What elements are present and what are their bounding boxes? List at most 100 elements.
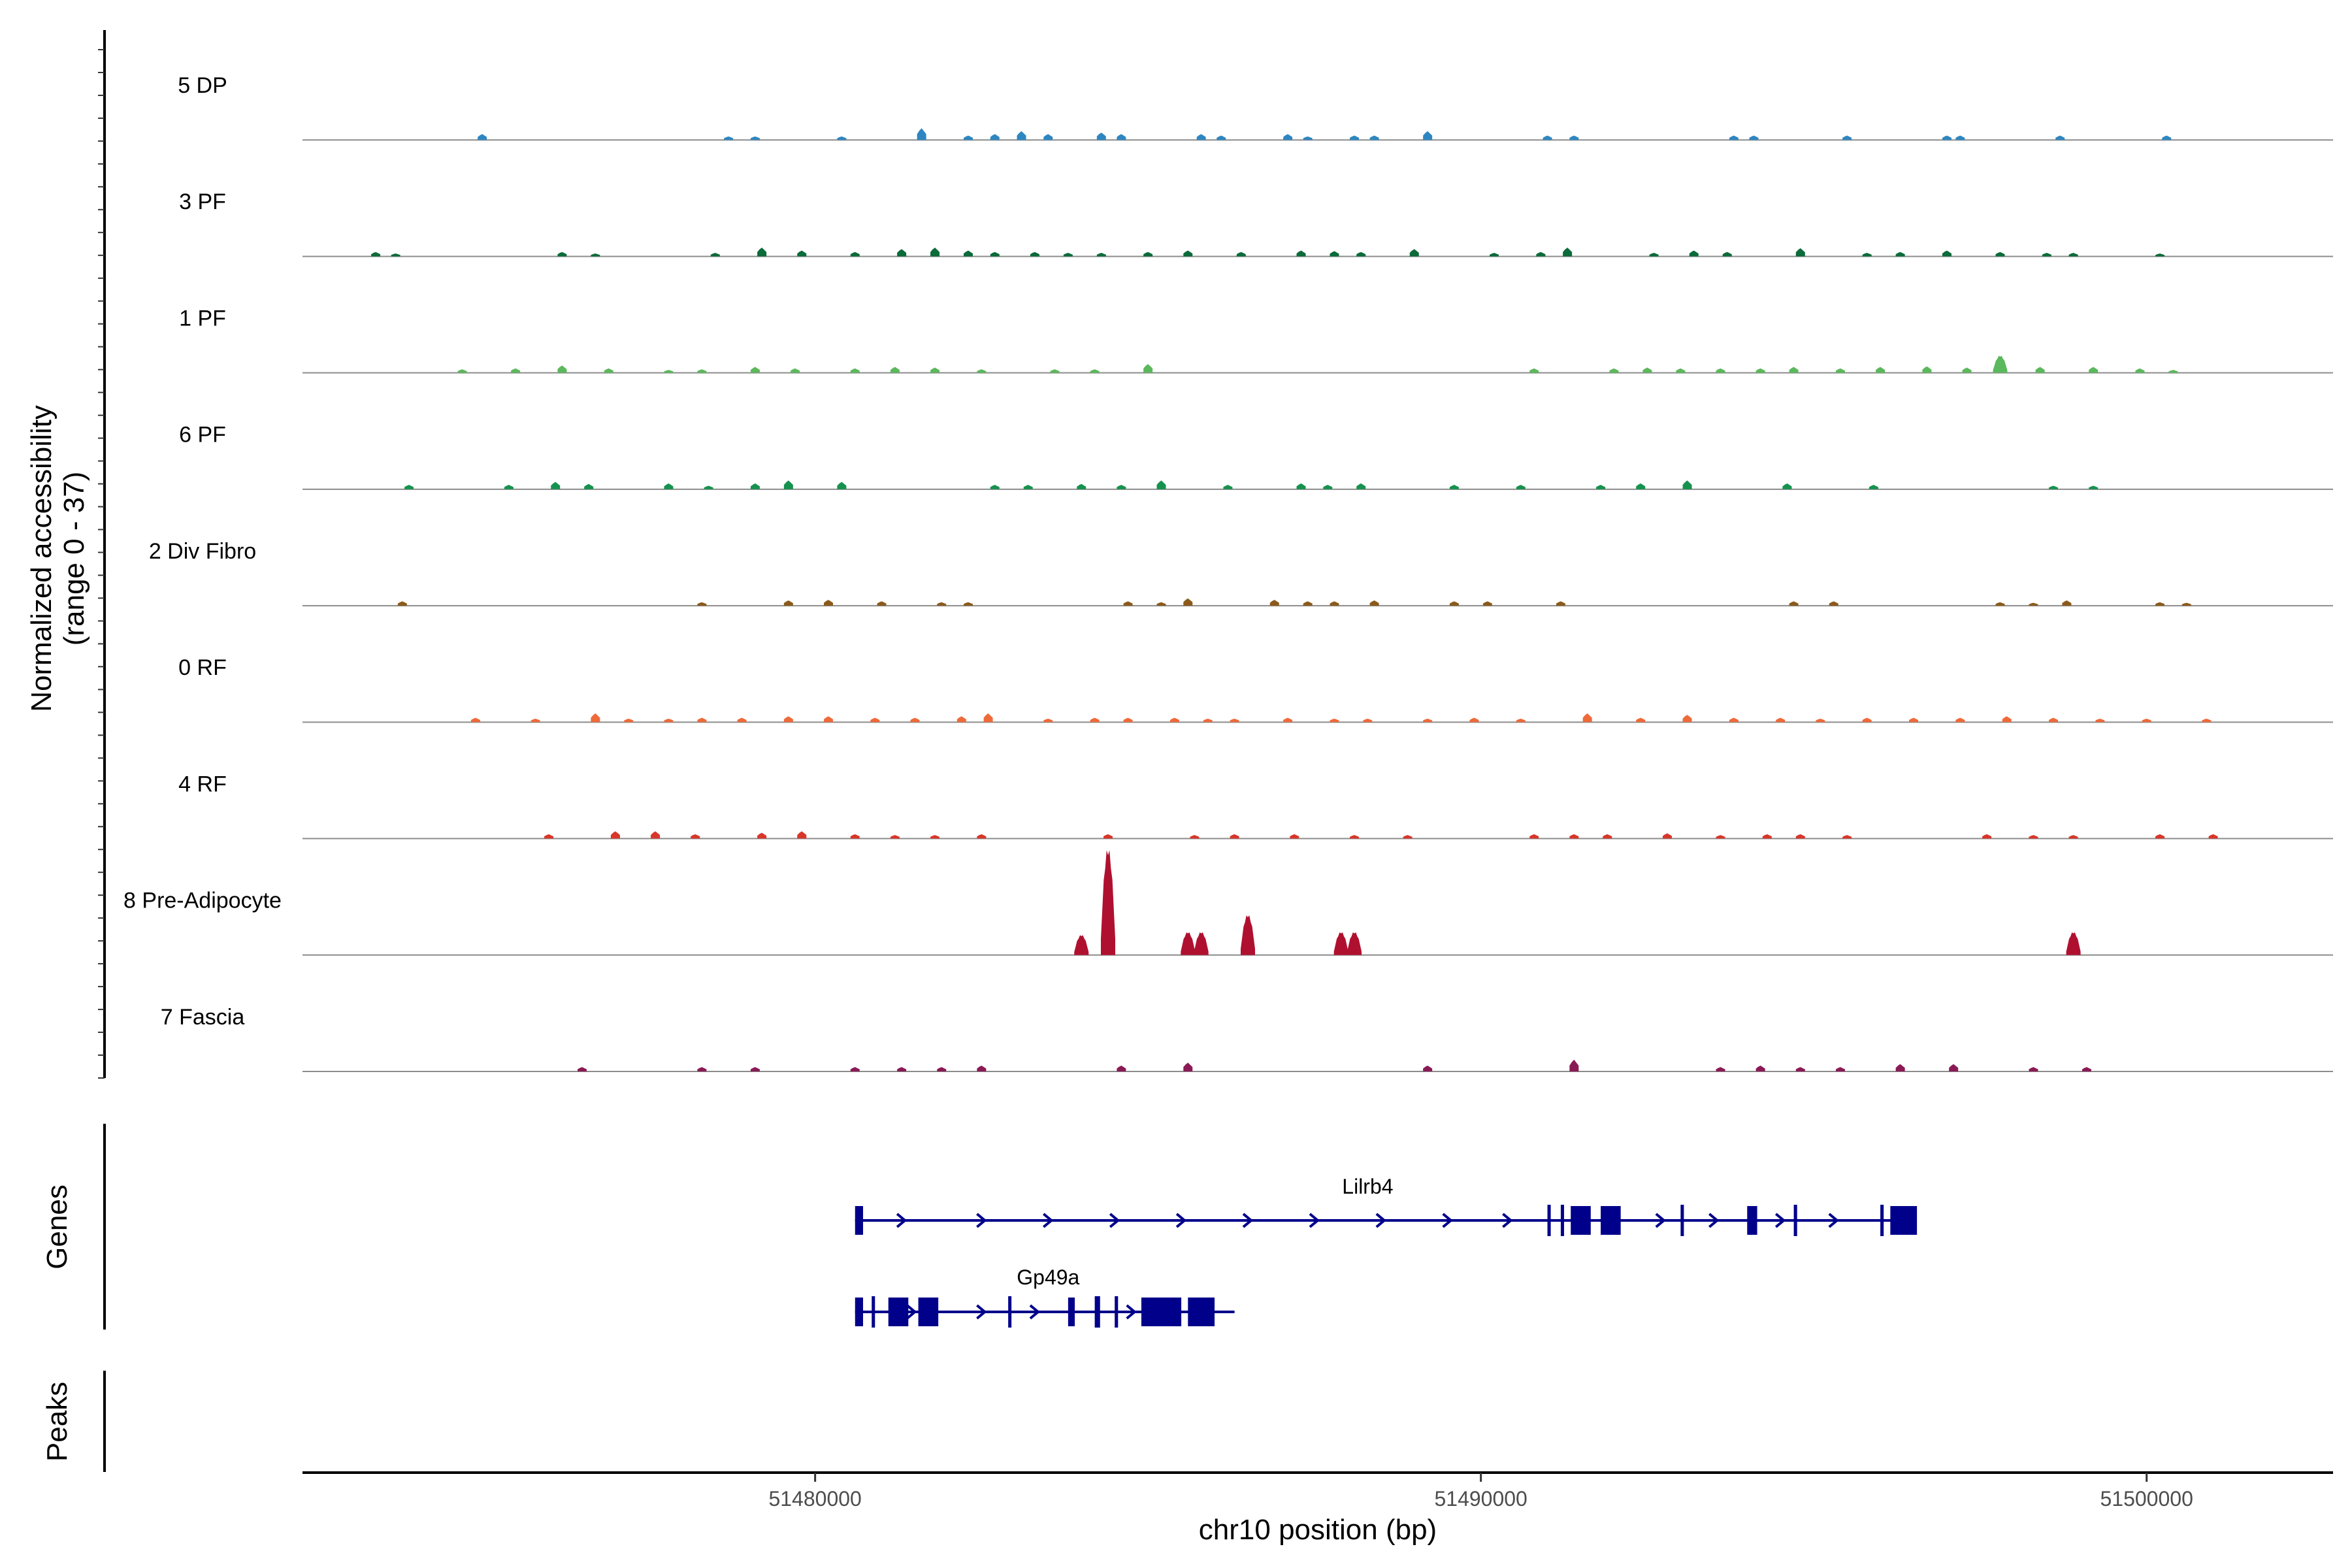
coverage-peak: [1569, 1060, 1579, 1071]
coverage-peak: [964, 135, 973, 140]
coverage-peak: [2208, 834, 2218, 839]
coverage-peak: [2049, 717, 2059, 723]
coverage-peak: [1449, 485, 1459, 489]
coverage-peak: [837, 482, 847, 489]
coverage-peak: [457, 369, 467, 373]
coverage-peak: [1689, 250, 1699, 257]
coverage-peak: [2049, 485, 2059, 489]
gene-strand-arrow: [1109, 1213, 1120, 1228]
coverage-peak: [1230, 834, 1239, 839]
coverage-peak: [724, 136, 734, 140]
coverage-peak: [791, 368, 800, 373]
coverage-peak: [1603, 834, 1612, 839]
coverage-peak: [1829, 601, 1838, 606]
track-0: 5 DP: [178, 73, 2333, 141]
coverage-peak: [397, 601, 407, 606]
coverage-peak: [1169, 717, 1179, 723]
coverage-peak: [544, 834, 554, 839]
coverage-peak: [664, 483, 674, 489]
coverage-peak: [1682, 480, 1692, 489]
coverage-peak: [2066, 932, 2081, 955]
coverage-peak: [531, 718, 540, 723]
coverage-peak: [750, 483, 760, 489]
gene-exon: [888, 1298, 909, 1326]
coverage-peak: [1156, 480, 1166, 489]
coverage-peak: [1909, 717, 1919, 723]
coverage-peak: [691, 834, 700, 839]
coverage-peak: [930, 367, 940, 373]
coverage-peak: [1303, 601, 1313, 606]
coverage-peak: [1143, 252, 1153, 257]
coverage-peak: [757, 247, 767, 257]
coverage-peak: [1756, 368, 1765, 373]
coverage-peak: [1469, 717, 1479, 723]
coverage-peak: [1756, 1066, 1765, 1071]
coverage-peak: [897, 249, 907, 257]
y-axis-title-line2: (range 0 - 37): [58, 472, 90, 646]
gene-Lilrb4: Lilrb4: [855, 1175, 1918, 1236]
gene-Gp49a: Gp49a: [855, 1266, 1235, 1328]
coverage-peak: [697, 717, 707, 723]
coverage-peak: [2029, 602, 2038, 606]
coverage-peak: [824, 600, 834, 606]
genes-panel-title: Genes: [41, 1184, 73, 1269]
coverage-peak: [1782, 483, 1792, 489]
coverage-peak: [1582, 713, 1592, 723]
coverage-peak: [1722, 252, 1732, 257]
coverage-peak: [1842, 135, 1852, 140]
track-6: 4 RF: [178, 772, 2333, 840]
coverage-peak: [2202, 718, 2212, 723]
coverage-peak: [1789, 601, 1799, 606]
coverage-peak: [1795, 1067, 1805, 1071]
coverage-peak: [783, 600, 793, 606]
gene-exon: [855, 1206, 864, 1235]
track-1: 3 PF: [179, 189, 2333, 257]
coverage-peak: [964, 250, 973, 257]
coverage-peak: [990, 252, 1000, 257]
coverage-peak: [877, 601, 887, 606]
coverage-peak: [624, 718, 634, 723]
coverage-peak: [1835, 368, 1845, 373]
gene-exon: [1008, 1296, 1012, 1328]
coverage-peak: [2062, 600, 2072, 606]
coverage-peak: [1296, 250, 1306, 257]
coverage-peak: [371, 252, 381, 257]
coverage-peak: [1183, 1062, 1193, 1071]
coverage-peak: [850, 368, 860, 373]
coverage-peak: [1776, 717, 1786, 723]
coverage-peak: [757, 832, 767, 839]
coverage-peak: [977, 369, 987, 373]
peaks-panel-title: Peaks: [41, 1382, 73, 1462]
gene-exon: [1547, 1205, 1551, 1236]
coverage-peak: [1063, 253, 1073, 257]
coverage-tracks: 5 DP 3 PF 1 PF 6 PF 2 Div Fibro 0 RF 4 RF 8 Pre…: [123, 73, 2333, 1072]
coverage-peak: [1043, 134, 1053, 140]
coverage-peak: [1536, 252, 1546, 257]
coverage-peak: [1330, 601, 1339, 606]
coverage-peak: [1662, 833, 1672, 839]
coverage-peak: [697, 369, 707, 373]
coverage-peak: [1330, 251, 1339, 257]
coverage-peak: [797, 831, 807, 839]
coverage-peak: [2035, 367, 2045, 373]
gene-strand-arrow: [1242, 1213, 1254, 1228]
coverage-peak: [1290, 834, 1299, 839]
coverage-peak: [737, 717, 747, 723]
coverage-peak: [1716, 1067, 1725, 1071]
coverage-peak: [783, 716, 793, 723]
coverage-peak: [2155, 834, 2165, 839]
gene-strand-arrow: [1043, 1213, 1054, 1228]
coverage-peak: [2082, 1067, 2091, 1071]
coverage-peak: [2068, 253, 2078, 257]
y-axis-title-line1: Normalized accessibility: [25, 405, 57, 711]
gene-exon: [1115, 1296, 1119, 1328]
gene-annotations: Lilrb4 Gp49a: [855, 1175, 1918, 1328]
coverage-peak: [977, 834, 987, 839]
coverage-peak: [391, 253, 400, 257]
coverage-peak: [1203, 718, 1213, 723]
coverage-peak: [1862, 717, 1872, 723]
coverage-peak: [2089, 485, 2099, 489]
coverage-peak: [2095, 718, 2105, 723]
coverage-peak: [697, 602, 707, 606]
